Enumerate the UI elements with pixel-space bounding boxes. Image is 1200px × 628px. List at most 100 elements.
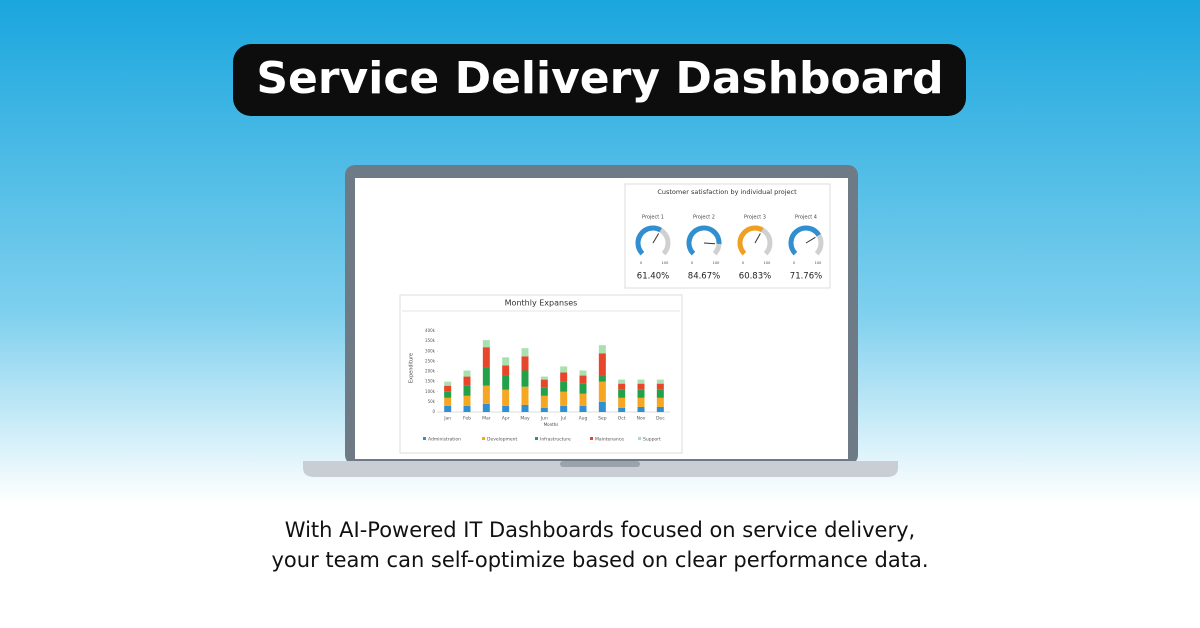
- gauge-panel: [624, 183, 831, 289]
- gauge-tick-label: 0: [640, 261, 642, 265]
- bar-segment: [463, 405, 471, 412]
- bar-segment: [482, 367, 490, 386]
- bar-segment: [444, 405, 452, 412]
- legend-swatch: [482, 437, 485, 440]
- bar-segment: [463, 370, 471, 377]
- x-tick-label: Feb: [463, 416, 471, 422]
- bar-segment: [656, 389, 664, 398]
- gauge-tick-label: 0: [742, 261, 744, 265]
- bar-segment: [637, 397, 645, 407]
- legend-label: Administration: [428, 437, 461, 443]
- title-pill: [233, 44, 966, 116]
- bar-segment: [598, 345, 606, 354]
- x-tick-label: Oct: [618, 416, 626, 422]
- caption-line: With AI-Powered IT Dashboards focused on…: [285, 518, 915, 542]
- bar-segment: [579, 370, 587, 376]
- bar-segment: [502, 375, 510, 390]
- laptop-base: [303, 461, 898, 477]
- y-tick-label: 250k: [425, 358, 436, 363]
- bar-segment: [463, 385, 471, 396]
- bar-segment: [618, 379, 626, 384]
- bar-segment: [598, 401, 606, 412]
- bar-segment: [482, 340, 490, 348]
- gauge-tick-label: 100: [815, 261, 822, 265]
- gauge-tick-label: 100: [713, 261, 720, 265]
- gauge-needle: [754, 233, 761, 244]
- gauge-tick-label: 0: [793, 261, 795, 265]
- bar-segment: [521, 404, 529, 412]
- gauge-label: Project 1: [642, 215, 664, 221]
- bar-segment: [540, 407, 548, 412]
- legend-label: Maintenance: [595, 437, 624, 443]
- legend-label: Support: [643, 437, 661, 443]
- x-tick-label: Mar: [482, 416, 491, 422]
- gauge-label: Project 4: [795, 215, 817, 221]
- x-tick-label: Apr: [502, 416, 510, 422]
- gauge-arc: [635, 225, 662, 256]
- y-tick-label: 100k: [425, 389, 436, 394]
- y-axis-label: Expenditure: [409, 353, 415, 383]
- bar-segment: [637, 379, 645, 384]
- gauge-value: 60.83%: [739, 272, 771, 282]
- bar-segment: [560, 391, 568, 406]
- gauge-value: 61.40%: [637, 272, 669, 282]
- gauge-needle: [652, 233, 660, 244]
- bar-segment: [540, 376, 548, 380]
- gauge-tick-label: 100: [764, 261, 771, 265]
- y-tick-label: 300k: [425, 348, 436, 353]
- bar-segment: [618, 383, 626, 390]
- bar-panel: [399, 294, 683, 454]
- gauge-value: 71.76%: [790, 272, 822, 282]
- bar-segment: [560, 372, 568, 382]
- bar-segment: [463, 376, 471, 386]
- bar-segment: [444, 385, 452, 392]
- laptop-notch: [560, 461, 640, 467]
- bar-segment: [521, 348, 529, 357]
- bar-segment: [618, 397, 626, 408]
- bar-segment: [618, 407, 626, 412]
- gauge-arc: [686, 225, 722, 256]
- y-tick-label: 200k: [425, 369, 436, 374]
- bar-segment: [656, 397, 664, 407]
- y-tick-label: 0: [432, 409, 435, 414]
- bar-segment: [579, 375, 587, 384]
- bar-segment: [502, 389, 510, 406]
- bar-segment: [637, 389, 645, 398]
- bar-segment: [656, 406, 664, 412]
- bar-segment: [598, 381, 606, 402]
- y-tick-label: 150k: [425, 379, 436, 384]
- legend-swatch: [638, 437, 641, 440]
- bar-segment: [502, 365, 510, 376]
- title: Service Delivery Dashboard: [256, 53, 943, 104]
- bar-segment: [540, 395, 548, 408]
- x-tick-label: Jul: [560, 416, 566, 422]
- bar-segment: [560, 405, 568, 412]
- bar-segment: [482, 385, 490, 404]
- bar-segment: [637, 406, 645, 412]
- gauge-value: 84.67%: [688, 272, 720, 282]
- bar-segment: [444, 397, 452, 406]
- caption-line: your team can self-optimize based on cle…: [271, 548, 928, 572]
- bar-segment: [540, 387, 548, 396]
- bar-segment: [637, 383, 645, 390]
- legend-label: Development: [487, 437, 518, 443]
- bar-segment: [502, 405, 510, 412]
- gauge-title: Customer satisfaction by individual proj…: [657, 188, 797, 196]
- bar-segment: [463, 395, 471, 406]
- gauge-arc: [737, 225, 764, 256]
- bar-segment: [521, 356, 529, 371]
- bar-segment: [540, 379, 548, 388]
- bar-segment: [444, 391, 452, 398]
- bar-segment: [521, 370, 529, 387]
- x-tick-label: May: [520, 416, 530, 422]
- bar-segment: [444, 381, 452, 386]
- x-tick-label: Dec: [656, 416, 665, 422]
- bar-title: Monthly Expanses: [505, 299, 578, 308]
- gauge-needle: [703, 242, 716, 245]
- bar-segment: [560, 381, 568, 392]
- bar-segment: [482, 347, 490, 368]
- bar-segment: [502, 357, 510, 366]
- gauge-tick-label: 0: [691, 261, 693, 265]
